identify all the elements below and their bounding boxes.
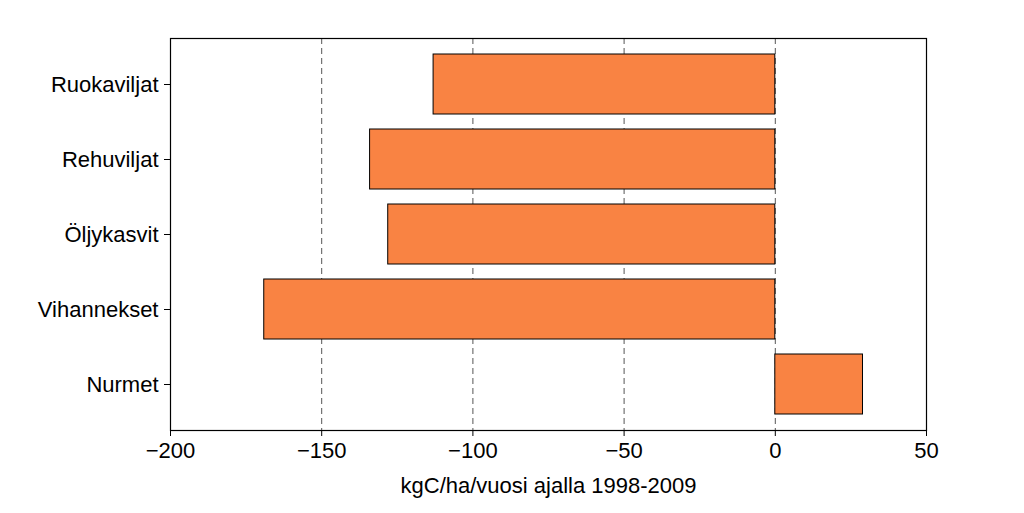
svg-text:Nurmet: Nurmet <box>86 372 158 397</box>
svg-text:Öljykasvit: Öljykasvit <box>64 222 158 247</box>
svg-text:Vihannekset: Vihannekset <box>38 297 159 322</box>
svg-text:−200: −200 <box>146 438 196 463</box>
svg-text:kgC/ha/vuosi ajalla 1998-2009: kgC/ha/vuosi ajalla 1998-2009 <box>401 473 697 498</box>
svg-text:−50: −50 <box>605 438 642 463</box>
svg-text:−150: −150 <box>297 438 347 463</box>
svg-text:Rehuviljat: Rehuviljat <box>62 147 159 172</box>
svg-text:Ruokaviljat: Ruokaviljat <box>51 72 159 97</box>
svg-text:50: 50 <box>914 438 938 463</box>
svg-text:0: 0 <box>769 438 781 463</box>
svg-text:−100: −100 <box>448 438 498 463</box>
